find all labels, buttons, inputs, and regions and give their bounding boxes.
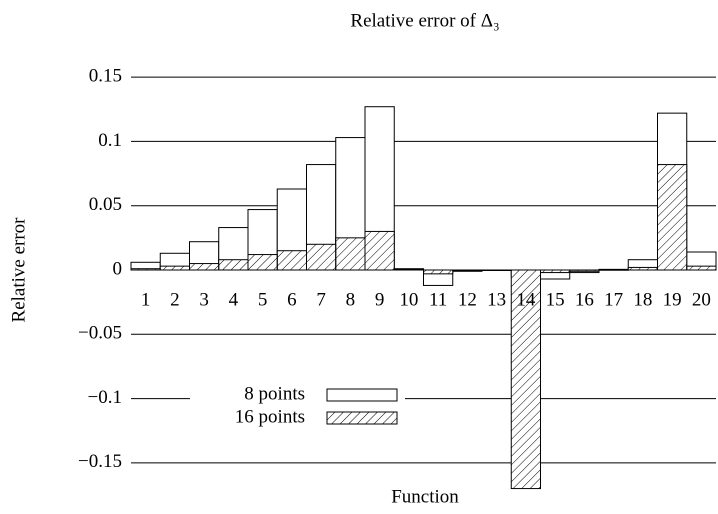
- x-tick-label: 12: [458, 289, 477, 310]
- y-tick-label: 0.05: [89, 194, 122, 215]
- x-tick-label: 18: [633, 289, 652, 310]
- x-tick-label: 11: [429, 289, 447, 310]
- bar: [452, 269, 483, 272]
- bar: [540, 269, 571, 274]
- bar: [569, 269, 600, 272]
- bar: [481, 269, 512, 271]
- x-tick-label: 5: [258, 289, 268, 310]
- x-axis-label: Function: [391, 486, 459, 507]
- x-tick-label: 16: [575, 289, 594, 310]
- x-tick-label: 15: [546, 289, 565, 310]
- bar: [276, 250, 307, 271]
- bar: [598, 269, 629, 271]
- x-tick-label: 6: [287, 289, 297, 310]
- bar: [159, 265, 190, 271]
- bar: [306, 243, 337, 271]
- legend-swatch: [326, 411, 398, 425]
- x-tick-label: 1: [141, 289, 151, 310]
- bar: [627, 266, 658, 271]
- x-tick-label: 17: [604, 289, 623, 310]
- x-tick-label: 7: [316, 289, 326, 310]
- bar: [510, 269, 541, 490]
- x-tick-label: 3: [199, 289, 209, 310]
- x-tick-label: 2: [170, 289, 180, 310]
- y-tick-label: −0.15: [78, 451, 122, 472]
- legend-label: 8 points: [244, 383, 305, 404]
- x-tick-label: 8: [346, 289, 356, 310]
- bar: [335, 237, 366, 271]
- bar: [364, 230, 395, 271]
- bar: [686, 265, 717, 271]
- x-tick-label: 13: [487, 289, 506, 310]
- y-tick-label: 0.1: [98, 130, 122, 151]
- y-axis-label: Relative error: [8, 217, 29, 323]
- legend-swatch: [326, 388, 398, 402]
- bar: [247, 254, 278, 271]
- x-tick-label: 20: [692, 289, 711, 310]
- y-tick-label: 0.15: [89, 66, 122, 87]
- bar: [423, 269, 454, 275]
- chart-title: Relative error of Δ₃: [350, 10, 499, 31]
- x-tick-label: 4: [229, 289, 239, 310]
- bar: [393, 268, 424, 271]
- legend-label: 16 points: [235, 406, 305, 427]
- bar: [189, 263, 220, 271]
- bar: [130, 268, 161, 271]
- x-tick-label: 14: [516, 289, 536, 310]
- y-tick-label: 0: [113, 258, 123, 279]
- y-tick-label: −0.1: [88, 387, 122, 408]
- bar: [657, 164, 688, 271]
- x-tick-label: 9: [375, 289, 385, 310]
- x-tick-label: 19: [663, 289, 682, 310]
- bar: [218, 259, 249, 271]
- x-tick-label: 10: [399, 289, 418, 310]
- y-tick-label: −0.05: [78, 323, 122, 344]
